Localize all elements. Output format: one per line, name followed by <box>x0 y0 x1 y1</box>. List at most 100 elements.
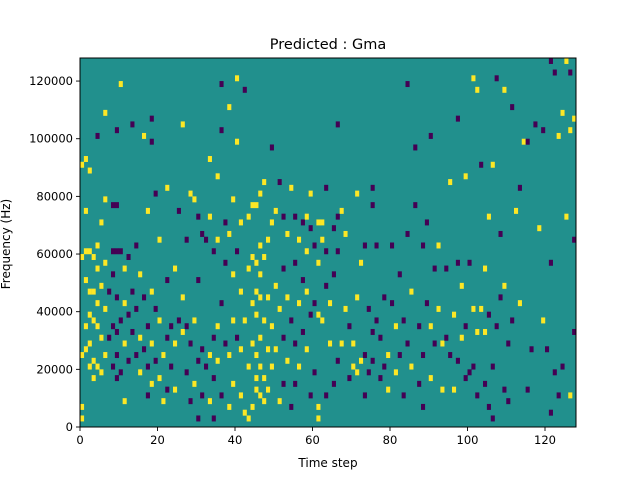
heatmap-cell <box>277 398 282 405</box>
heatmap-cell <box>142 294 147 301</box>
heatmap-cell <box>397 352 402 359</box>
heatmap-cell <box>359 357 364 364</box>
heatmap-cell <box>486 311 491 318</box>
heatmap-cell <box>525 138 530 145</box>
heatmap-cell <box>114 202 119 209</box>
heatmap-cell <box>153 357 158 364</box>
heatmap-cell <box>235 75 240 82</box>
heatmap-cell <box>192 196 197 203</box>
heatmap-cell <box>207 213 212 220</box>
heatmap-cell <box>95 323 100 330</box>
heatmap-cell <box>572 115 577 122</box>
heatmap-cell <box>568 69 573 76</box>
heatmap-cell <box>370 357 375 364</box>
x-tick-label: 0 <box>76 433 83 447</box>
heatmap-cell <box>165 184 170 191</box>
heatmap-cell <box>258 392 263 399</box>
heatmap-cell <box>386 386 391 393</box>
heatmap-cell <box>316 403 321 410</box>
heatmap-cell <box>114 127 119 134</box>
heatmap-cell <box>475 86 480 93</box>
heatmap-cell <box>293 340 298 347</box>
heatmap-cell <box>304 288 309 295</box>
y-tick-label: 0 <box>66 420 73 434</box>
heatmap-cell <box>537 225 542 232</box>
heatmap-cell <box>374 317 379 324</box>
heatmap-cell <box>490 415 495 422</box>
heatmap-cell <box>87 340 92 347</box>
heatmap-cell <box>486 213 491 220</box>
heatmap-cell <box>490 161 495 168</box>
heatmap-cell <box>180 121 185 128</box>
heatmap-cell <box>335 357 340 364</box>
heatmap-cell <box>510 317 515 324</box>
heatmap-cell <box>165 277 170 284</box>
heatmap-cell <box>103 352 108 359</box>
heatmap-cell <box>254 202 259 209</box>
heatmap-cell <box>335 213 340 220</box>
heatmap-cell <box>378 334 383 341</box>
heatmap-cell <box>370 202 375 209</box>
heatmap-cell <box>231 196 236 203</box>
heatmap-cell <box>331 225 336 232</box>
heatmap-cell <box>560 109 565 116</box>
heatmap-cell <box>95 132 100 139</box>
heatmap-cell <box>122 300 127 307</box>
heatmap-cell <box>440 340 445 347</box>
plot-area <box>79 57 577 428</box>
heatmap-cell <box>269 144 274 151</box>
heatmap-cell <box>130 328 135 335</box>
heatmap-cell <box>467 369 472 376</box>
heatmap-cell <box>471 75 476 82</box>
heatmap-cell <box>130 288 135 295</box>
heatmap-cell <box>304 213 309 220</box>
heatmap-cell <box>118 369 123 376</box>
heatmap-cell <box>122 265 127 272</box>
heatmap-cell <box>362 352 367 359</box>
heatmap-cell <box>83 207 88 214</box>
heatmap-cell <box>87 363 92 370</box>
x-tick-label: 20 <box>150 433 165 447</box>
heatmap-cell <box>359 259 364 266</box>
heatmap-cell <box>486 403 491 410</box>
heatmap-cell <box>502 282 507 289</box>
heatmap-cell <box>308 225 313 232</box>
heatmap-cell <box>424 219 429 226</box>
heatmap-cell <box>320 317 325 324</box>
heatmap-cell <box>393 369 398 376</box>
heatmap-cell <box>91 254 96 260</box>
heatmap-cell <box>525 386 530 393</box>
heatmap-cell <box>180 328 185 335</box>
heatmap-cell <box>572 236 577 243</box>
heatmap-cell <box>145 207 150 214</box>
heatmap-cell <box>401 392 406 399</box>
heatmap-cell <box>483 380 488 387</box>
heatmap-cell <box>250 300 255 307</box>
heatmap-cell <box>432 265 437 272</box>
heatmap-cell <box>428 132 433 139</box>
x-tick-label: 120 <box>534 433 556 447</box>
heatmap-cell <box>126 311 131 318</box>
heatmap-cell <box>436 305 441 312</box>
x-axis-label: Time step <box>297 456 357 470</box>
heatmap-cell <box>204 236 209 243</box>
heatmap-cell <box>444 334 449 341</box>
heatmap-cell <box>87 167 92 174</box>
heatmap-cell <box>328 340 333 347</box>
heatmap-cell <box>548 259 553 266</box>
heatmap-cell <box>320 219 325 226</box>
heatmap-cell <box>169 363 174 370</box>
heatmap-cell <box>339 340 344 347</box>
heatmap-cell <box>300 219 305 226</box>
heatmap-cell <box>281 265 286 272</box>
x-tick-label: 100 <box>457 433 479 447</box>
heatmap-cell <box>312 242 317 249</box>
heatmap-cell <box>285 230 290 237</box>
heatmap-cell <box>463 323 468 330</box>
heatmap-cell <box>269 219 274 226</box>
heatmap-cell <box>161 398 166 405</box>
heatmap-cell <box>494 75 499 82</box>
heatmap-cell <box>355 294 360 301</box>
heatmap-cell <box>254 288 259 295</box>
heatmap-cell <box>266 346 271 353</box>
